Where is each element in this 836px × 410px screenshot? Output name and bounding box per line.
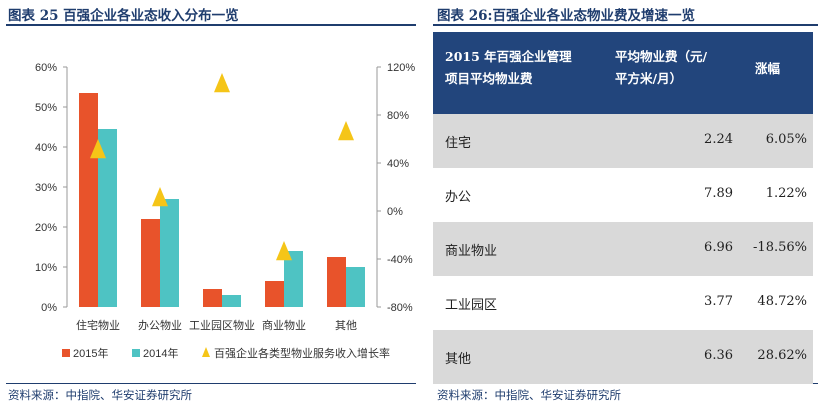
- growth-marker: [90, 139, 106, 159]
- header-project: 2015 年百强企业管理 项目平均物业费: [445, 49, 572, 86]
- growth-marker: [152, 187, 168, 207]
- legend-label-2014: 2014年: [143, 346, 178, 360]
- cell-type: 其他: [445, 352, 472, 367]
- right-tick-label: 80%: [387, 110, 409, 122]
- cell-fee: 3.77: [704, 294, 733, 309]
- bar-2015: [327, 257, 346, 307]
- cell-type: 住宅: [445, 136, 472, 151]
- right-tick-label: 0%: [387, 206, 403, 218]
- left-tick-label: 60%: [35, 62, 57, 74]
- table-header: 2015 年百强企业管理 项目平均物业费 平均物业费（元/ 平方米/月） 涨幅: [433, 32, 813, 114]
- cell-change: 28.62%: [757, 348, 807, 363]
- right-tick-label: -80%: [387, 302, 413, 314]
- income-distribution-chart: 0% 10% 20% 30% 40% 50% 60% -80% -40% 0% 40% 80% 120%…: [35, 62, 415, 360]
- left-title-rule: [6, 24, 416, 26]
- cell-change: 48.72%: [757, 294, 807, 309]
- category-label: 办公物业: [138, 318, 182, 332]
- table-row: 工业园区 3.77 48.72%: [433, 276, 813, 330]
- category-label: 工业园区物业: [189, 318, 255, 332]
- left-tick-label: 40%: [35, 142, 57, 154]
- bar-2015: [141, 219, 160, 307]
- left-tick-label: 50%: [35, 102, 57, 114]
- table-row: 住宅 2.24 6.05%: [433, 114, 813, 168]
- legend-swatch-2015: [62, 349, 70, 357]
- growth-marker: [214, 73, 230, 93]
- bar-2015: [79, 93, 98, 307]
- left-source: 资料来源：中指院、华安证券研究所: [8, 388, 192, 402]
- legend-swatch-2014: [132, 349, 140, 357]
- table-row: 办公 7.89 1.22%: [433, 168, 813, 222]
- cell-change: 1.22%: [765, 186, 807, 201]
- left-tick-label: 10%: [35, 262, 57, 274]
- header-avg-fee: 平均物业费（元/ 平方米/月）: [615, 49, 708, 86]
- cell-change: -18.56%: [753, 240, 807, 255]
- growth-marker: [338, 121, 354, 141]
- bar-2014: [222, 295, 241, 307]
- right-tick-label: 40%: [387, 158, 409, 170]
- table-title: 图表 26:百强企业各业态物业费及增速一览: [437, 8, 695, 24]
- bar-2014: [160, 199, 179, 307]
- property-fee-table: 2015 年百强企业管理 项目平均物业费 平均物业费（元/ 平方米/月） 涨幅 …: [433, 32, 813, 384]
- cell-fee: 6.96: [704, 240, 733, 255]
- growth-marker: [276, 241, 292, 261]
- cell-fee: 2.24: [704, 132, 733, 147]
- category-label: 商业物业: [262, 318, 306, 332]
- legend-label-growth: 百强企业各类型物业服务收入增长率: [214, 346, 390, 360]
- right-title-rule: [433, 24, 818, 26]
- cell-fee: 6.36: [704, 348, 733, 363]
- bar-2014: [98, 129, 117, 307]
- left-tick-label: 20%: [35, 222, 57, 234]
- left-tick-label: 30%: [35, 182, 57, 194]
- right-tick-label: 120%: [387, 62, 415, 74]
- bar-2014: [284, 251, 303, 307]
- cell-type: 商业物业: [445, 244, 498, 259]
- bar-2015: [265, 281, 284, 307]
- header-change: 涨幅: [755, 61, 781, 76]
- right-source: 资料来源：中指院、华安证券研究所: [437, 388, 621, 402]
- table-row: 其他 6.36 28.62%: [433, 330, 813, 384]
- legend-label-2015: 2015年: [73, 346, 108, 360]
- bar-2014: [346, 267, 365, 307]
- left-tick-label: 0%: [41, 302, 57, 314]
- cell-change: 6.05%: [765, 132, 807, 147]
- right-tick-label: -40%: [387, 254, 413, 266]
- cell-type: 工业园区: [445, 298, 498, 313]
- legend-swatch-growth: [202, 347, 210, 357]
- category-label: 住宅物业: [76, 318, 120, 332]
- category-label: 其他: [335, 319, 357, 332]
- left-source-rule: [6, 383, 416, 384]
- chart-title: 图表 25 百强企业各业态收入分布一览: [8, 8, 239, 24]
- cell-fee: 7.89: [704, 186, 733, 201]
- cell-type: 办公: [445, 190, 472, 205]
- bar-2015: [203, 289, 222, 307]
- table-row: 商业物业 6.96 -18.56%: [433, 222, 813, 276]
